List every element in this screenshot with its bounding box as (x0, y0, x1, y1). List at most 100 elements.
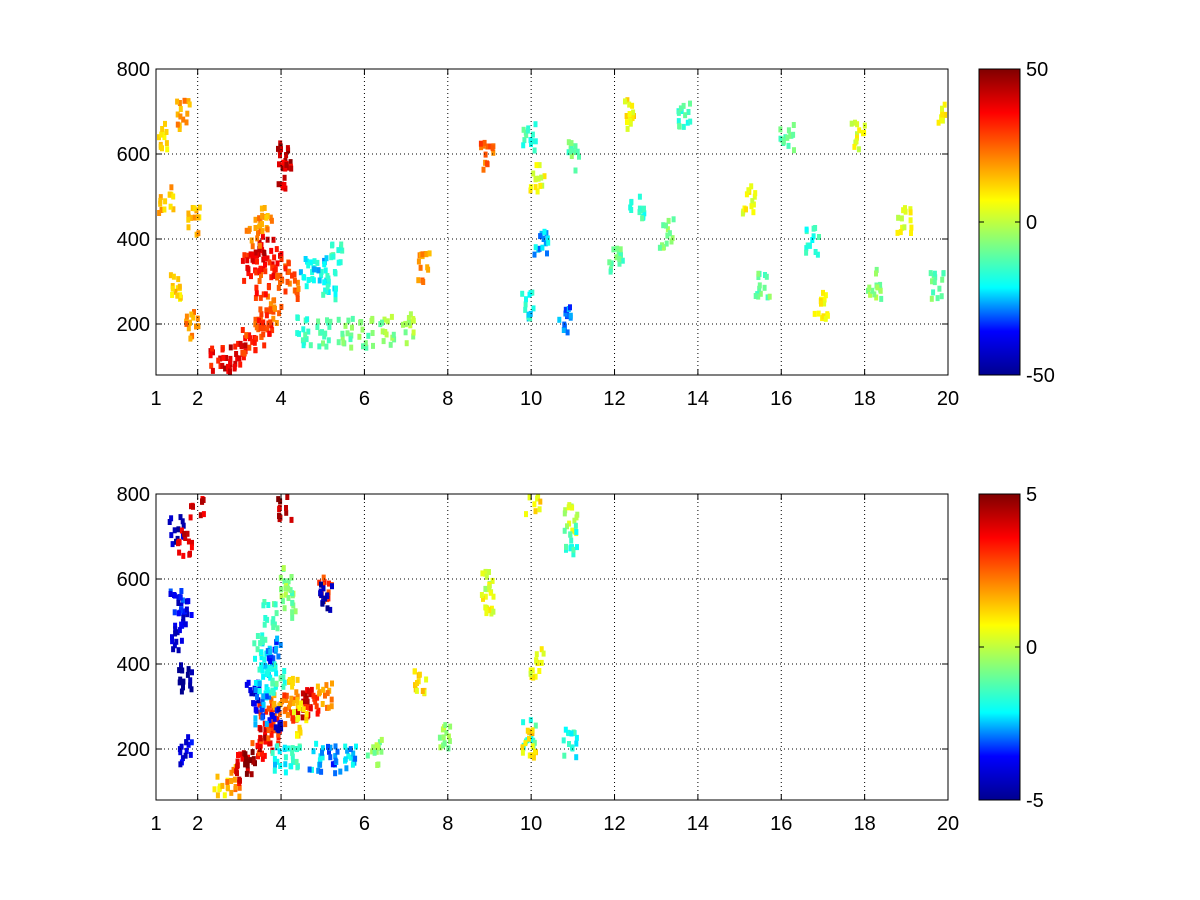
heatmap-cell (762, 284, 767, 291)
x-tick-label: 8 (442, 388, 453, 410)
x-tick-label: 14 (687, 388, 709, 410)
heatmap-cell (287, 704, 291, 711)
heatmap-cell (269, 725, 274, 732)
heatmap-cell (424, 676, 429, 683)
heatmap-cell (420, 688, 425, 694)
heatmap-cell (326, 337, 331, 344)
heatmap-cell (250, 749, 255, 756)
heatmap-cell (260, 632, 265, 639)
heatmap-cell (324, 343, 329, 350)
heatmap-cell (259, 311, 264, 318)
heatmap-cell (271, 624, 276, 630)
heatmap-cell (303, 331, 308, 338)
heatmap-cell (217, 785, 222, 792)
heatmap-cell (937, 285, 942, 292)
heatmap-cell (575, 544, 579, 551)
heatmap-cell (336, 316, 341, 323)
heatmap-cell (276, 284, 281, 291)
heatmap-cell (685, 119, 690, 126)
heatmap-cell (173, 622, 178, 629)
heatmap-cell (262, 656, 267, 663)
heatmap-cell (350, 315, 355, 322)
x-tick-label: 10 (520, 388, 542, 410)
heatmap-cell (186, 538, 191, 545)
heatmap-cell (233, 343, 238, 350)
heatmap-cell (296, 709, 301, 716)
heatmap-cell (750, 198, 755, 205)
heatmap-cell (298, 269, 303, 276)
heatmap-cell (320, 600, 325, 607)
heatmap-cell (902, 224, 907, 231)
heatmap-cell (253, 225, 258, 231)
heatmap-cell (253, 216, 258, 223)
heatmap-cell (370, 330, 375, 336)
heatmap-cell (254, 335, 259, 342)
heatmap-cell (348, 336, 353, 343)
heatmap-cell (316, 267, 321, 274)
x-tick-label: 2 (192, 388, 203, 410)
heatmap-cell (292, 696, 297, 703)
heatmap-cell (192, 205, 197, 212)
heatmap-cell (187, 101, 192, 108)
heatmap-cell (856, 146, 861, 153)
heatmap-cell (271, 236, 276, 243)
heatmap-cell (325, 690, 330, 697)
heatmap-cell (538, 498, 543, 505)
heatmap-cell (316, 707, 321, 714)
heatmap-cell (817, 234, 821, 240)
heatmap-cell (225, 778, 230, 785)
heatmap-cell (371, 342, 375, 349)
heatmap-cell (391, 331, 396, 338)
heatmap-cell (343, 743, 348, 750)
heatmap-cell (267, 693, 272, 700)
heatmap-cell (233, 784, 238, 790)
heatmap-cell (537, 506, 542, 513)
heatmap-cell (286, 595, 291, 601)
heatmap-cell (281, 674, 286, 681)
heatmap-cell (268, 674, 273, 681)
heatmap-cell (490, 577, 495, 584)
heatmap-cell (191, 314, 196, 321)
heatmap-cell (321, 585, 326, 592)
heatmap-cell (879, 295, 884, 302)
heatmap-cell (491, 149, 496, 156)
heatmap-cell (175, 121, 180, 128)
heatmap-cell (189, 686, 194, 693)
heatmap-cell (269, 697, 274, 704)
heatmap-cell (290, 609, 295, 616)
heatmap-cell (184, 747, 189, 754)
heatmap-cell (264, 312, 269, 319)
heatmap-cell (282, 182, 287, 188)
top-colorbar-gradient (979, 69, 1020, 375)
heatmap-cell (483, 593, 488, 600)
heatmap-cell (279, 303, 284, 310)
heatmap-cell (181, 684, 185, 691)
heatmap-cell (260, 667, 265, 674)
heatmap-cell (751, 209, 756, 216)
heatmap-cell (522, 137, 527, 144)
heatmap-cell (182, 97, 187, 104)
heatmap-cell (348, 754, 353, 761)
heatmap-cell (306, 328, 311, 335)
heatmap-cell (353, 755, 358, 762)
heatmap-cell (259, 205, 264, 212)
heatmap-cell (253, 316, 258, 323)
heatmap-cell (874, 266, 879, 273)
heatmap-cell (265, 668, 270, 675)
heatmap-cell (285, 278, 290, 285)
heatmap-cell (177, 549, 182, 556)
heatmap-cell (767, 293, 772, 300)
heatmap-cell (249, 237, 254, 244)
heatmap-cell (163, 120, 167, 127)
heatmap-cell (664, 222, 668, 229)
heatmap-cell (490, 145, 495, 152)
heatmap-cell (284, 692, 289, 699)
heatmap-cell (189, 311, 194, 318)
heatmap-cell (438, 744, 443, 751)
heatmap-cell (186, 598, 191, 605)
heatmap-cell (242, 277, 247, 284)
heatmap-cell (281, 159, 286, 166)
heatmap-cell (282, 744, 287, 751)
heatmap-cell (346, 753, 351, 760)
